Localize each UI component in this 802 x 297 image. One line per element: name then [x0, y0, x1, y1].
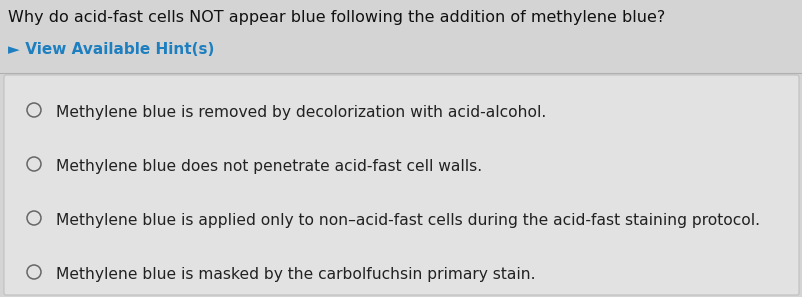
- Text: Methylene blue is applied only to non–acid-fast cells during the acid-fast stain: Methylene blue is applied only to non–ac…: [56, 213, 759, 228]
- Text: Methylene blue is removed by decolorization with acid-alcohol.: Methylene blue is removed by decolorizat…: [56, 105, 545, 120]
- Text: View Available Hint(s): View Available Hint(s): [20, 42, 214, 57]
- Text: ►: ►: [8, 42, 20, 57]
- FancyBboxPatch shape: [4, 75, 798, 295]
- Text: Methylene blue does not penetrate acid-fast cell walls.: Methylene blue does not penetrate acid-f…: [56, 159, 481, 174]
- Text: Methylene blue is masked by the carbolfuchsin primary stain.: Methylene blue is masked by the carbolfu…: [56, 267, 535, 282]
- Text: Why do acid-fast cells NOT appear blue following the addition of methylene blue?: Why do acid-fast cells NOT appear blue f…: [8, 10, 664, 25]
